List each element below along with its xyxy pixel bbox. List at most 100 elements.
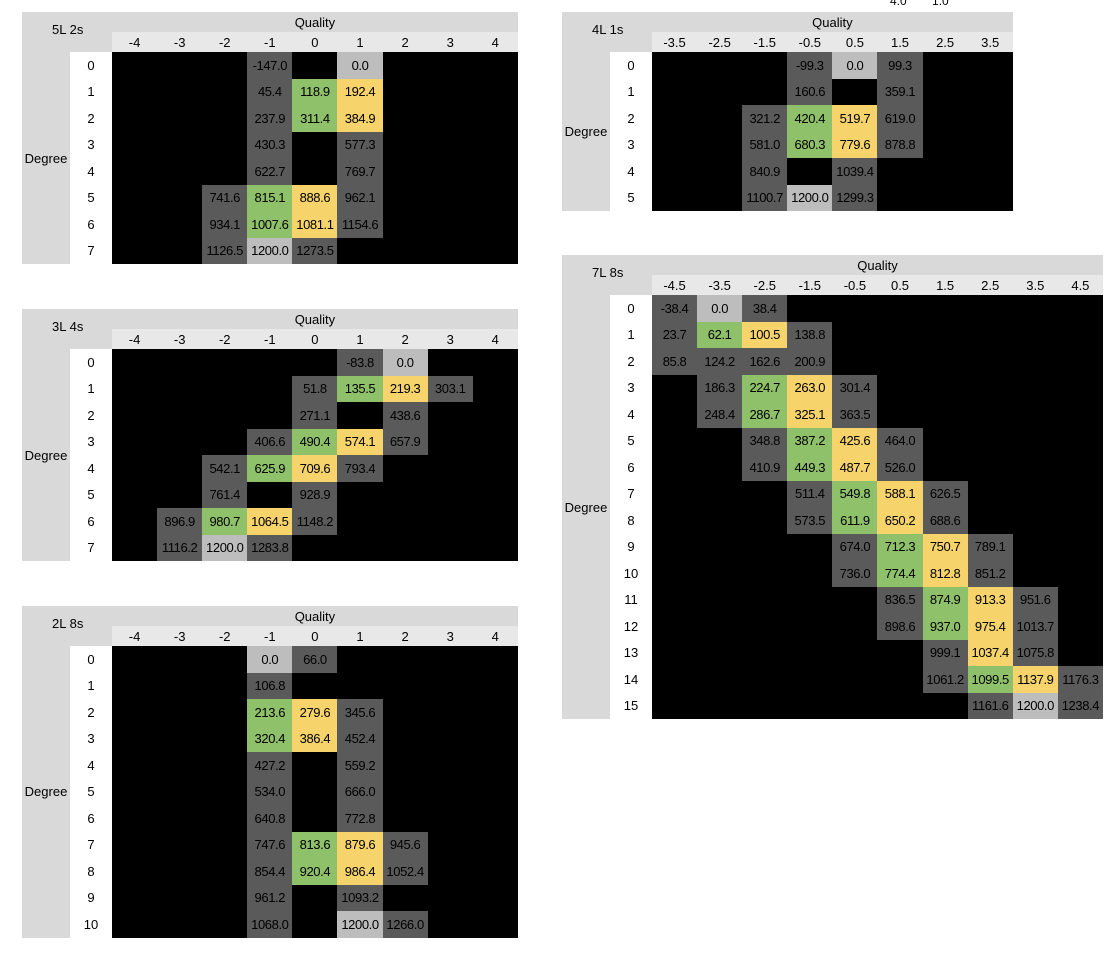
value-cell: 557.6: [967, 78, 1013, 105]
value-cell: 574.1: [337, 428, 383, 455]
value-cell: 617.5: [1057, 427, 1103, 454]
value-cell: 325.1: [787, 401, 833, 428]
value-cell: 220.5: [472, 52, 518, 79]
value-cell: 1052.4: [382, 858, 428, 885]
value-cell: 1044.7: [472, 455, 518, 482]
value-cell: 1399.5: [427, 508, 473, 535]
value-cell: 961.2: [247, 884, 293, 911]
row-label: 8: [610, 507, 652, 534]
value-cell: 1052.1: [1057, 613, 1103, 640]
value-cell: 297.8: [967, 52, 1013, 79]
value-cell: 1022.8: [877, 666, 923, 693]
value-cell: 534.0: [247, 778, 293, 805]
value-cell: 192.4: [337, 78, 383, 105]
quality-degree-table: 4L 1s Quality -3.5 -2.5 -1.5 -0.5 0.5 1.5 2.5 3.5…: [562, 12, 1013, 211]
value-cell: 779.6: [832, 131, 878, 158]
value-cell: 916.7: [427, 158, 473, 185]
value-cell: 1180.2: [427, 481, 473, 508]
degree-header: Degree: [22, 349, 70, 561]
row-label: 2: [70, 699, 112, 726]
value-cell: -294.0: [157, 52, 203, 79]
table-name: 3L 4s: [22, 309, 112, 349]
value-cell: 382.5: [652, 131, 698, 158]
column-header: 4: [472, 329, 518, 349]
value-cell: 51.8: [292, 375, 338, 402]
value-cell: 1375.1: [472, 211, 518, 238]
value-cell: 452.4: [337, 725, 383, 752]
value-cell: 666.0: [337, 778, 383, 805]
quality-header: Quality: [112, 606, 518, 626]
table-row: 3 147.9 186.3 224.7 263.0 301.4 339.8 378.1 416.…: [562, 374, 1103, 401]
value-cell: 224.7: [742, 374, 788, 401]
column-header: 0: [292, 626, 338, 646]
value-cell: 1100.7: [742, 184, 788, 211]
value-cell: 473.0: [742, 480, 788, 507]
table-row: 3 155.3 239.1 322.8 406.6 490.4 574.1 657.9 741.…: [22, 428, 518, 455]
value-cell: 1237.9: [922, 158, 968, 185]
value-cell: -115.8: [202, 375, 248, 402]
quality-degree-table: 2L 8s Quality -4 -3 -2 -1 0 1 2 3 4 Degree 0 -198.0 -1…: [22, 606, 518, 938]
cropped-label: 1.0: [932, 0, 949, 8]
value-cell: -99.3: [787, 52, 833, 79]
value-cell: 502.3: [922, 427, 968, 454]
value-cell: 874.9: [922, 586, 968, 613]
value-cell: -167.5: [292, 349, 338, 376]
value-cell: 384.9: [337, 105, 383, 132]
value-cell: 931.4: [697, 692, 743, 719]
row-label: 3: [70, 428, 112, 455]
value-cell: 1184.4: [472, 858, 518, 885]
value-cell: 838.8: [382, 805, 428, 832]
column-header: -4: [112, 329, 158, 349]
table-row: 10 870.0 936.0 1002.0 1068.0 1134.0 1200.0 1266…: [22, 911, 518, 938]
value-cell: -64.0: [112, 402, 158, 429]
value-cell: 292.3: [967, 321, 1013, 348]
value-cell: 1347.0: [337, 237, 383, 264]
row-label: 5: [70, 184, 112, 211]
table-row: 6 442.8 508.8 574.8 640.8 706.8 772.8 838.8 904.…: [22, 805, 518, 832]
value-cell: 860.6: [157, 211, 203, 238]
value-cell: 520.5: [652, 533, 698, 560]
value-cell: -147.0: [247, 52, 293, 79]
value-cell: 361.2: [202, 752, 248, 779]
value-cell: 198.0: [382, 646, 428, 673]
row-label: 10: [70, 911, 112, 938]
value-cell: -25.2: [157, 672, 203, 699]
table-row: 9 520.5 558.8 597.2 635.6 674.0 712.3 750.7 789.…: [562, 533, 1103, 560]
value-cell: 765.4: [1012, 507, 1058, 534]
value-cell: 76.7: [787, 295, 833, 322]
value-cell: 230.2: [967, 295, 1013, 322]
value-cell: 310.5: [697, 427, 743, 454]
value-cell: 542.1: [202, 455, 248, 482]
value-cell: 642.4: [652, 158, 698, 185]
row-label: 1: [70, 375, 112, 402]
value-cell: 124.2: [697, 348, 743, 375]
value-cell: 555.4: [1057, 401, 1103, 428]
table-row: 4 374.6 458.4 542.1 625.9 709.6 793.4 877.2 960.…: [22, 455, 518, 482]
value-cell: 118.9: [292, 78, 338, 105]
value-cell: 238.8: [337, 672, 383, 699]
value-cell: 945.6: [382, 831, 428, 858]
value-cell: 650.8: [382, 131, 428, 158]
value-cell: 1096.5: [382, 481, 428, 508]
value-cell: 1154.6: [337, 211, 383, 238]
value-cell: 1398.5: [877, 184, 923, 211]
table-name: 7L 8s: [562, 255, 652, 295]
value-cell: 1123.3: [922, 692, 968, 719]
value-cell: 153.5: [877, 295, 923, 322]
degree-header: Degree: [562, 295, 610, 719]
value-cell: 1114.2: [1057, 639, 1103, 666]
value-cell: 431.2: [1057, 348, 1103, 375]
value-cell: 213.6: [247, 699, 293, 726]
column-header: -4: [112, 32, 158, 52]
value-cell: 962.1: [337, 184, 383, 211]
column-header: 3: [427, 329, 473, 349]
value-cell: 845.2: [247, 481, 293, 508]
value-cell: 940.1: [787, 158, 833, 185]
value-cell: 664.9: [967, 480, 1013, 507]
row-label: 12: [610, 613, 652, 640]
value-cell: 588.1: [877, 480, 923, 507]
value-cell: -335.0: [202, 349, 248, 376]
value-cell: 147.0: [427, 52, 473, 79]
value-cell: 1535.0: [382, 534, 428, 561]
value-cell: 807.2: [697, 639, 743, 666]
